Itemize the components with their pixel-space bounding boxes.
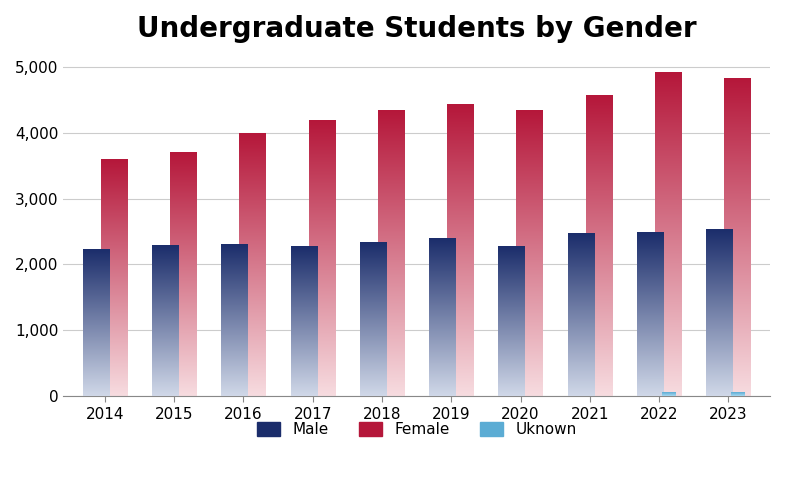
Legend: Male, Female, Uknown: Male, Female, Uknown bbox=[251, 416, 582, 443]
Title: Undergraduate Students by Gender: Undergraduate Students by Gender bbox=[137, 15, 696, 43]
